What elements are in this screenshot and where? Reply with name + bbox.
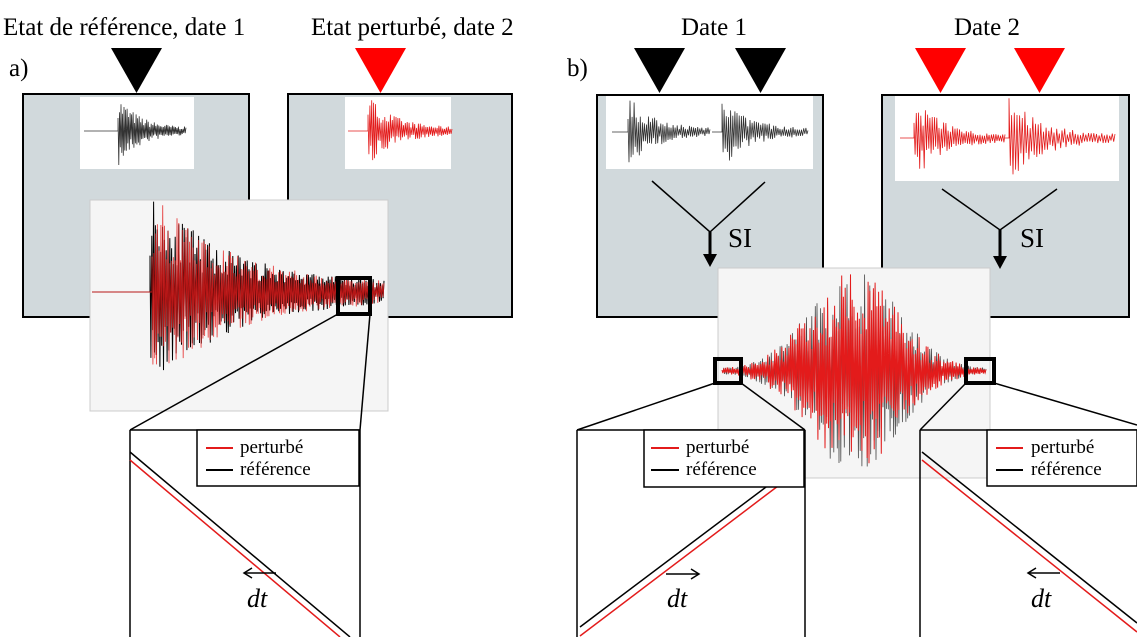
date1-arrow-2-icon: [735, 48, 786, 93]
waveform-trace: [712, 103, 809, 161]
dt-label: dt: [247, 584, 268, 613]
reference-line: [921, 451, 1137, 624]
perturbed-trace: [348, 100, 453, 161]
si-arrow-date2-icon: [993, 256, 1007, 269]
heading-date-1: Date 1: [681, 14, 747, 41]
date2-arrow-2-icon: [1014, 48, 1065, 93]
waveform-trace: [900, 110, 1006, 169]
date2-traces-inset: [895, 96, 1119, 181]
legend-box: [643, 429, 805, 488]
legend-reference-label: référence: [240, 459, 311, 480]
reference-line: [579, 483, 771, 628]
zoom-panel-a: [129, 429, 361, 637]
date1-arrow-1-icon: [634, 48, 685, 93]
zoom-panel-b-left: [576, 429, 806, 637]
waveform-trace: [84, 104, 187, 166]
heading-date-2: Date 2: [954, 14, 1020, 41]
panel-a: [22, 48, 513, 637]
dt-label: dt: [1031, 584, 1052, 613]
perturbed-trace-inset: [345, 97, 451, 169]
legend-perturbed-label: perturbé: [1031, 437, 1095, 458]
reference-arrow-icon: [111, 48, 162, 93]
heading-reference-state: Etat de référence, date 1: [3, 14, 246, 41]
zoom-box-left: [713, 357, 743, 385]
perturbed-line: [129, 459, 341, 637]
panel-a-letter: a): [9, 55, 29, 82]
heading-perturbed-state: Etat perturbé, date 2: [311, 14, 514, 41]
dt-label: dt: [667, 584, 688, 613]
legend-box: [986, 429, 1137, 487]
reference-line: [129, 451, 351, 637]
waveform-trace: [612, 100, 711, 163]
si-arrow-date1-icon: [703, 254, 717, 267]
legend-reference-label: référence: [1031, 459, 1102, 480]
date2-traces: [900, 98, 1116, 175]
waveform-trace: [348, 100, 453, 161]
legend-perturbed-label: perturbé: [686, 437, 750, 458]
zoom-box-right: [964, 357, 996, 385]
zoom-panel-b-right: [919, 429, 1137, 637]
overlay-trace: [92, 201, 385, 371]
waveform-trace: [721, 274, 987, 464]
legend-perturbed-label: perturbé: [240, 437, 304, 458]
correlation-trace: [721, 274, 987, 467]
panel-b-letter: b): [567, 55, 588, 82]
zoom-box: [336, 276, 372, 316]
reference-trace: [84, 104, 187, 166]
legend-box: [196, 429, 360, 487]
date2-arrow-1-icon: [915, 48, 966, 93]
si-label-date2: SI: [1020, 223, 1045, 253]
date1-traces: [612, 100, 809, 163]
waveform-trace: [92, 205, 385, 365]
panel-b: [576, 48, 1137, 637]
waveform-trace: [1005, 98, 1116, 175]
legend-reference-label: référence: [686, 459, 757, 480]
perturbed-line: [579, 485, 779, 637]
si-label-date1: SI: [728, 223, 753, 253]
perturbed-arrow-icon: [355, 48, 406, 93]
perturbed-line: [921, 459, 1137, 633]
